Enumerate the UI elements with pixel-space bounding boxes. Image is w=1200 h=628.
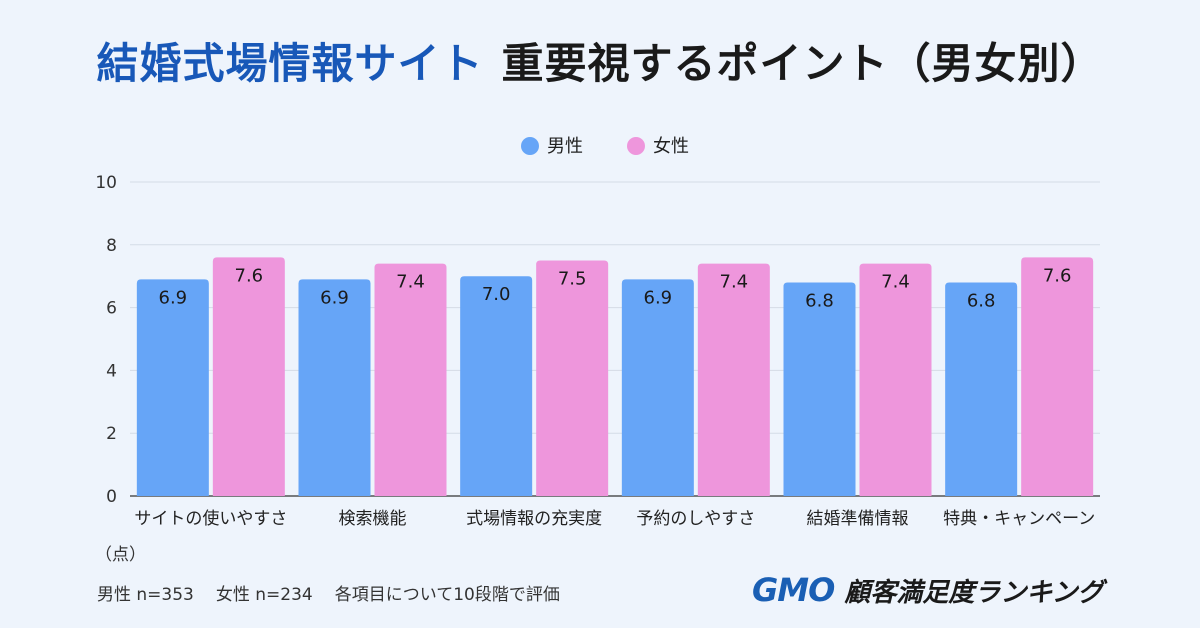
bar-value-label: 6.9 bbox=[320, 287, 349, 308]
bar-male bbox=[298, 279, 371, 496]
x-category-label: 式場情報の充実度 bbox=[466, 509, 602, 529]
x-category-label: 特典・キャンペーン bbox=[943, 509, 1095, 529]
x-category-label: 検索機能 bbox=[339, 509, 407, 529]
chart-title: 結婚式場情報サイト 重要視するポイント（男女別） bbox=[0, 30, 1200, 91]
legend-marker-female bbox=[627, 137, 645, 155]
bar-male bbox=[136, 279, 209, 496]
bar-value-label: 7.5 bbox=[558, 269, 587, 290]
bar-male bbox=[783, 282, 856, 496]
bar-female bbox=[697, 263, 770, 496]
female-sample-size: 女性 n=234 bbox=[215, 585, 313, 605]
legend-label-male: 男性 bbox=[547, 136, 583, 157]
title-part2: 重要視するポイント（男女別） bbox=[501, 39, 1104, 88]
bar-male bbox=[460, 276, 533, 496]
bar-value-label: 7.6 bbox=[235, 265, 264, 286]
y-axis-unit: （点） bbox=[95, 545, 146, 565]
bar-female bbox=[859, 263, 932, 496]
footer-note: 男性 n=353 女性 n=234 各項目について10段階で評価 bbox=[97, 580, 582, 605]
bar-value-label: 7.4 bbox=[396, 272, 425, 293]
bar-male bbox=[945, 282, 1018, 496]
ranking-logo-text: 顧客満足度ランキング bbox=[844, 577, 1104, 608]
bar-value-label: 7.4 bbox=[881, 272, 910, 293]
bar-female bbox=[1021, 257, 1094, 496]
legend-label-female: 女性 bbox=[653, 136, 689, 157]
bar-female bbox=[374, 263, 447, 496]
bar-male bbox=[621, 279, 694, 496]
bar-value-label: 6.8 bbox=[967, 290, 996, 311]
legend-marker-male bbox=[521, 137, 539, 155]
y-tick-label: 0 bbox=[106, 487, 117, 507]
brand-logo: GMO 顧客満足度ランキング bbox=[752, 570, 1104, 610]
rating-note: 各項目について10段階で評価 bbox=[334, 585, 560, 605]
x-category-label: 予約のしやすさ bbox=[636, 509, 755, 529]
y-tick-label: 6 bbox=[106, 299, 117, 319]
gmo-logo: GMO bbox=[752, 571, 835, 609]
x-category-label: 結婚準備情報 bbox=[807, 509, 909, 529]
y-tick-label: 2 bbox=[106, 424, 117, 444]
bar-value-label: 6.8 bbox=[805, 290, 834, 311]
bar-value-label: 7.6 bbox=[1043, 265, 1072, 286]
bar-value-label: 6.9 bbox=[644, 287, 673, 308]
bar-female bbox=[212, 257, 285, 496]
y-tick-label: 8 bbox=[106, 236, 117, 256]
bar-value-label: 7.0 bbox=[482, 284, 511, 305]
y-tick-label: 4 bbox=[106, 361, 117, 381]
bar-value-label: 6.9 bbox=[159, 287, 188, 308]
male-sample-size: 男性 n=353 bbox=[97, 585, 194, 605]
y-tick-label: 10 bbox=[95, 173, 117, 193]
bar-female bbox=[536, 260, 609, 496]
x-category-label: サイトの使いやすさ bbox=[134, 508, 287, 529]
bar-value-label: 7.4 bbox=[720, 272, 749, 293]
title-part1: 結婚式場情報サイト bbox=[96, 39, 484, 88]
